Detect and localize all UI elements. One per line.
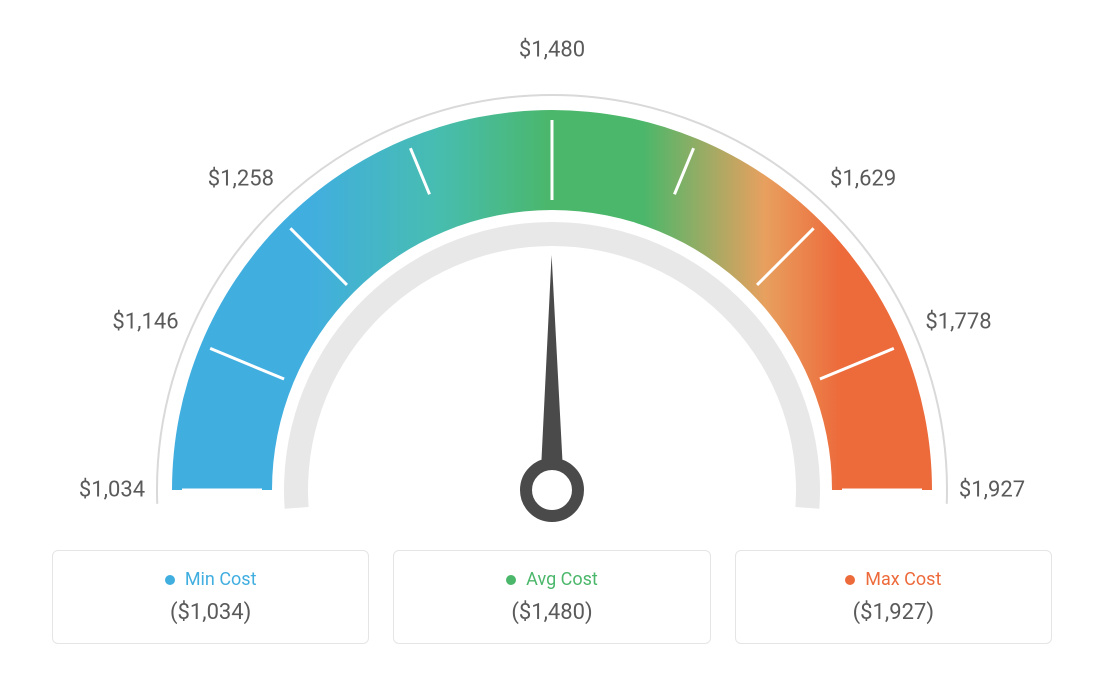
- gauge-tick-label: $1,629: [830, 166, 896, 191]
- avg-cost-card: Avg Cost ($1,480): [393, 550, 710, 644]
- gauge-tick-label: $1,258: [208, 166, 274, 191]
- gauge-tick-label: $1,778: [925, 309, 991, 334]
- avg-cost-value: ($1,480): [414, 600, 689, 625]
- min-cost-value: ($1,034): [73, 600, 348, 625]
- max-cost-value: ($1,927): [756, 600, 1031, 625]
- max-cost-card: Max Cost ($1,927): [735, 550, 1052, 644]
- summary-cards: Min Cost ($1,034) Avg Cost ($1,480) Max …: [52, 550, 1052, 644]
- gauge-tick-label: $1,480: [519, 38, 585, 63]
- avg-cost-label: Avg Cost: [414, 569, 689, 590]
- max-cost-label: Max Cost: [756, 569, 1031, 590]
- gauge-tick-label: $1,927: [959, 478, 1025, 503]
- gauge-tick-label: $1,146: [112, 309, 178, 334]
- gauge-tick-label: $1,034: [79, 478, 145, 503]
- min-cost-label: Min Cost: [73, 569, 348, 590]
- gauge-chart: $1,034 $1,146 $1,258 $1,480 $1,629 $1,778 $1,9…: [52, 20, 1052, 540]
- min-cost-card: Min Cost ($1,034): [52, 550, 369, 644]
